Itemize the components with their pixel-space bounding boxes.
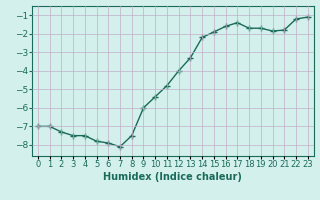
X-axis label: Humidex (Indice chaleur): Humidex (Indice chaleur) bbox=[103, 172, 242, 182]
